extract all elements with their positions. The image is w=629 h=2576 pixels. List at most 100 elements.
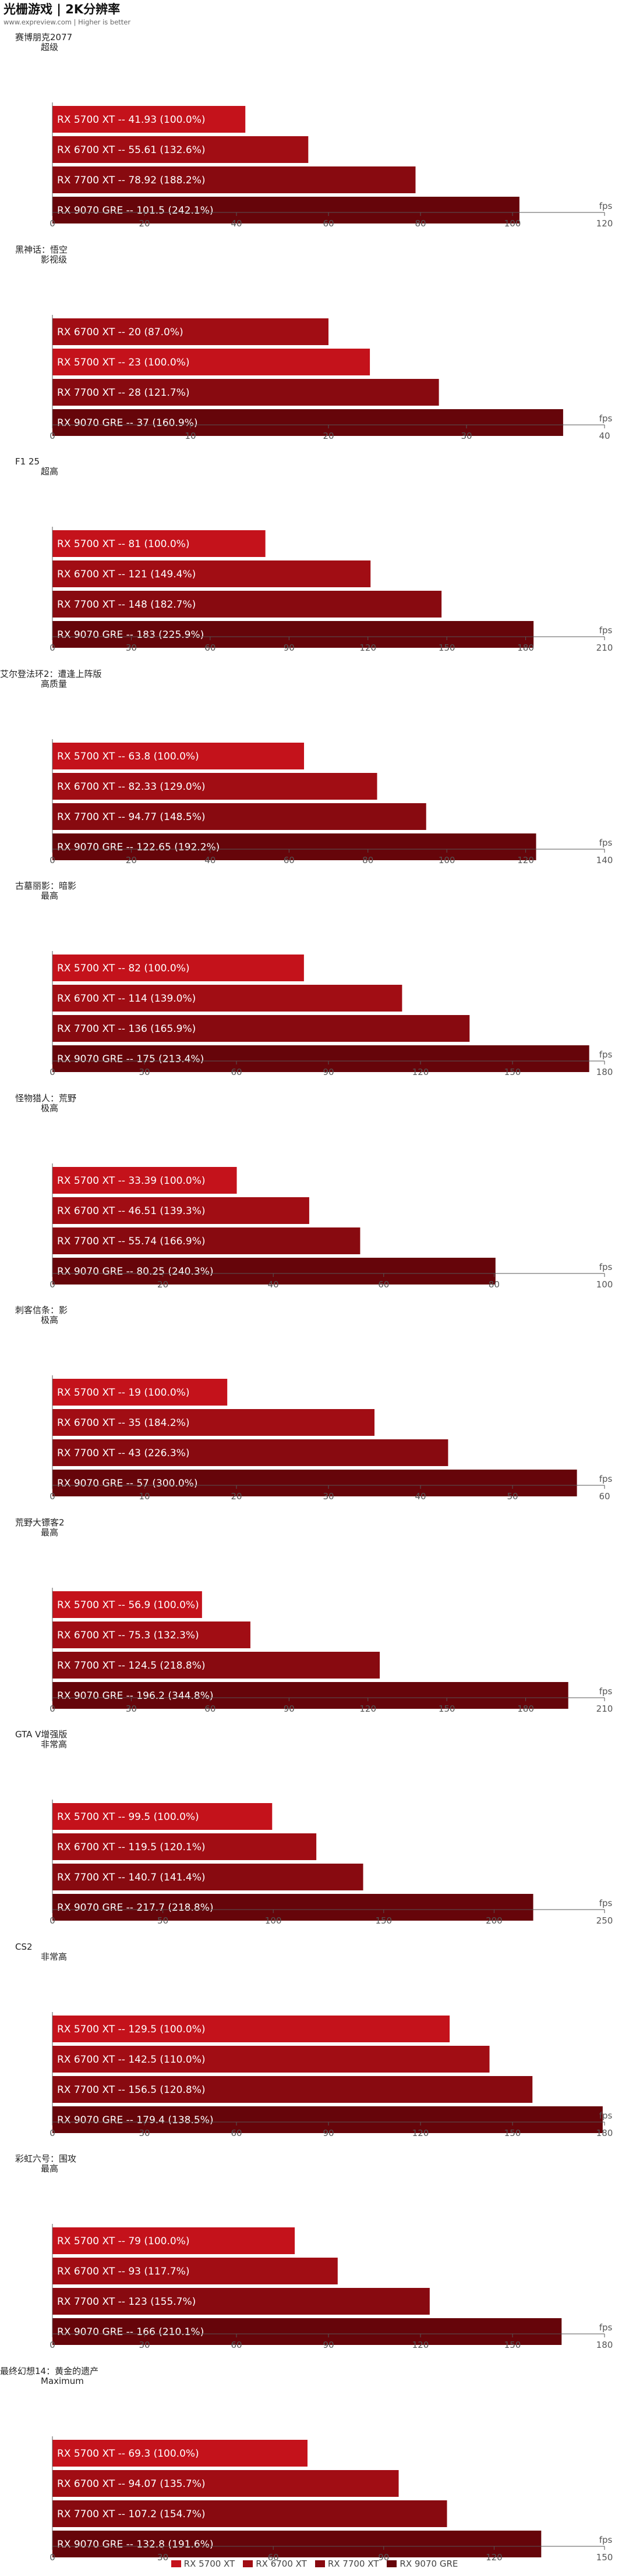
bar <box>52 2288 430 2315</box>
x-tick-label: 90 <box>284 643 295 653</box>
x-tick-label: 60 <box>284 855 295 865</box>
bar-label: RX 9070 GRE -- 196.2 (344.8%) <box>57 1690 214 1702</box>
game-setting: 非常高 <box>41 1951 68 1962</box>
chart-panel: 彩虹六号：围攻 最高 RX 5700 XT -- 79 (100.0%) RX 670… <box>0 2138 629 2351</box>
game-setting: Maximum <box>41 2375 84 2386</box>
x-tick-label: 50 <box>507 1491 518 1502</box>
bar-label: RX 9070 GRE -- 175 (213.4%) <box>57 1053 204 1065</box>
game-title: 怪物猎人：荒野 <box>15 1092 77 1104</box>
bar <box>52 2530 542 2557</box>
legend-label: RX 6700 XT <box>256 2559 307 2569</box>
bar-label: RX 5700 XT -- 19 (100.0%) <box>57 1387 189 1399</box>
bar <box>52 1470 577 1496</box>
x-tick-label: 0 <box>50 218 55 229</box>
x-axis-unit: fps <box>599 201 613 211</box>
bar <box>52 2106 603 2133</box>
x-tick-label: 80 <box>489 1279 500 1290</box>
x-tick-label: 180 <box>596 1067 613 1077</box>
x-tick-label: 120 <box>596 218 613 229</box>
bar <box>52 2469 399 2497</box>
bar <box>52 1379 228 1406</box>
game-setting: 极高 <box>41 1102 59 1113</box>
bar-label: RX 5700 XT -- 82 (100.0%) <box>57 963 189 974</box>
legend-swatch <box>171 2560 181 2567</box>
chart-panel: CS2 非常高 RX 5700 XT -- 129.5 (100.0%) RX 670… <box>0 1926 629 2138</box>
game-title: 刺客信条：影 <box>15 1305 68 1315</box>
bar-label: RX 6700 XT -- 20 (87.0%) <box>57 327 183 338</box>
game-setting: 非常高 <box>41 1739 68 1750</box>
bar-chart: RX 5700 XT -- 82 (100.0%) RX 6700 XT -- 1… <box>50 951 613 1077</box>
bar <box>52 1833 317 1860</box>
x-tick-label: 10 <box>185 431 196 441</box>
page-header: 光栅游戏 | 2K分辨率 www.expreview.com | Higher … <box>3 1 627 27</box>
x-tick-label: 150 <box>596 2552 613 2563</box>
x-tick-label: 10 <box>139 1491 150 1502</box>
legend-label: RX 7700 XT <box>327 2559 379 2569</box>
bar <box>52 2015 450 2042</box>
x-tick-label: 0 <box>50 855 55 865</box>
x-tick-label: 120 <box>359 643 376 653</box>
x-tick-label: 30 <box>461 431 472 441</box>
bar-label: RX 5700 XT -- 69.3 (100.0%) <box>57 2448 199 2460</box>
x-tick-label: 20 <box>323 431 334 441</box>
game-title: 赛博朋克2077 <box>15 32 73 42</box>
x-tick-label: 30 <box>139 2340 150 2350</box>
x-tick-label: 0 <box>50 643 55 653</box>
chart-panel: 艾尔登法环2：遭逢上阵版 高质量 RX 5700 XT -- 63.8 (100.0… <box>0 653 629 865</box>
game-title: 艾尔登法环2：遭逢上阵版 <box>0 668 102 679</box>
x-tick-label: 120 <box>359 1704 376 1714</box>
x-tick-label: 150 <box>439 1704 455 1714</box>
x-tick-label: 20 <box>231 1491 242 1502</box>
x-tick-label: 150 <box>504 2340 521 2350</box>
bar-label: RX 5700 XT -- 129.5 (100.0%) <box>57 2024 206 2035</box>
bar-label: RX 6700 XT -- 35 (184.2%) <box>57 1417 189 1429</box>
game-title: 古墓丽影：暗影 <box>15 881 77 891</box>
x-tick-label: 120 <box>517 855 534 865</box>
x-axis-unit: fps <box>599 2322 613 2333</box>
legend-swatch <box>387 2560 397 2567</box>
page-title: 光栅游戏 | 2K分辨率 <box>3 2 121 16</box>
x-tick-label: 200 <box>486 1915 503 1926</box>
x-tick-label: 0 <box>50 1915 55 1926</box>
chart-panel: 最终幻想14：黄金的遗产 Maximum RX 5700 XT -- 69.3 (1… <box>0 2350 629 2563</box>
game-title: 黑神话：悟空 <box>15 244 68 255</box>
bar-label: RX 5700 XT -- 81 (100.0%) <box>57 538 189 550</box>
bar-label: RX 6700 XT -- 93 (117.7%) <box>57 2266 189 2277</box>
bar-label: RX 5700 XT -- 41.93 (100.0%) <box>57 114 206 126</box>
x-tick-label: 180 <box>596 2128 613 2138</box>
bar-label: RX 6700 XT -- 55.61 (132.6%) <box>57 144 206 156</box>
bar-chart: RX 5700 XT -- 69.3 (100.0%) RX 6700 XT --… <box>50 2436 613 2563</box>
chart-panel: 古墓丽影：暗影 最高 RX 5700 XT -- 82 (100.0%) RX 670… <box>0 865 629 1078</box>
x-tick-label: 150 <box>504 1067 521 1077</box>
bar <box>52 591 442 618</box>
game-title: 最终幻想14：黄金的遗产 <box>0 2365 99 2376</box>
x-tick-label: 30 <box>139 1067 150 1077</box>
x-tick-label: 30 <box>126 1704 137 1714</box>
x-tick-label: 30 <box>323 1491 334 1502</box>
x-tick-label: 60 <box>268 2552 279 2563</box>
x-tick-label: 50 <box>157 1915 168 1926</box>
x-tick-label: 150 <box>375 1915 392 1926</box>
x-tick-label: 0 <box>50 431 55 441</box>
x-tick-label: 150 <box>504 2128 521 2138</box>
game-setting: 最高 <box>41 2163 59 2174</box>
x-tick-label: 0 <box>50 2552 55 2563</box>
bar-label: RX 7700 XT -- 123 (155.7%) <box>57 2296 196 2308</box>
chart-panel: F1 25 超高 RX 5700 XT -- 81 (100.0%) RX 6700 … <box>0 441 629 654</box>
bar-chart: RX 5700 XT -- 33.39 (100.0%) RX 6700 XT -… <box>50 1163 613 1290</box>
bar-label: RX 7700 XT -- 55.74 (166.9%) <box>57 1236 206 1247</box>
bar-label: RX 7700 XT -- 136 (165.9%) <box>57 1023 196 1035</box>
x-tick-label: 180 <box>596 2340 613 2350</box>
bar-label: RX 6700 XT -- 75.3 (132.3%) <box>57 1630 199 1641</box>
x-tick-label: 90 <box>323 2128 334 2138</box>
page-subtitle: www.expreview.com | Higher is better <box>3 18 131 26</box>
bar-label: RX 6700 XT -- 82.33 (129.0%) <box>57 781 206 793</box>
game-title: F1 25 <box>15 456 40 467</box>
bar-label: RX 9070 GRE -- 101.5 (242.1%) <box>57 205 214 217</box>
x-tick-label: 90 <box>323 2340 334 2350</box>
x-tick-label: 60 <box>323 218 334 229</box>
x-tick-label: 60 <box>231 2340 242 2350</box>
bar <box>52 1439 448 1466</box>
bar-label: RX 5700 XT -- 63.8 (100.0%) <box>57 751 199 762</box>
